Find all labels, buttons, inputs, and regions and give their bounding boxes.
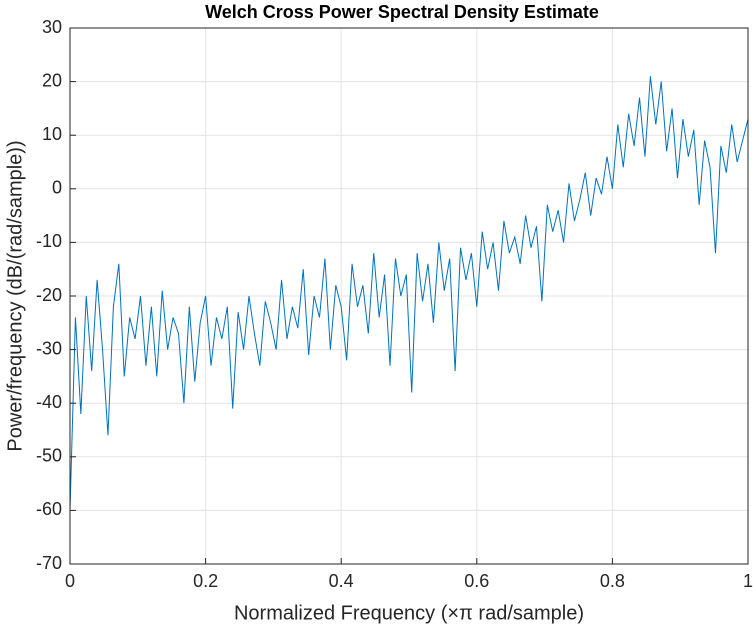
y-tick-label: -60 — [36, 499, 62, 519]
y-tick-label: -30 — [36, 338, 62, 358]
x-tick-label: 0.2 — [193, 571, 218, 591]
y-tick-label: 10 — [42, 124, 62, 144]
y-tick-label: -10 — [36, 231, 62, 251]
y-tick-label: -20 — [36, 285, 62, 305]
plot-area — [69, 76, 749, 511]
x-tick-label: 0.4 — [329, 571, 354, 591]
y-tick-label: 30 — [42, 17, 62, 37]
x-tick-label: 0.8 — [600, 571, 625, 591]
y-tick-label: 20 — [42, 70, 62, 90]
y-tick-label: 0 — [52, 178, 62, 198]
data-line — [69, 76, 749, 511]
chart-title: Welch Cross Power Spectral Density Estim… — [205, 2, 599, 22]
y-tick-label: -50 — [36, 446, 62, 466]
x-tick-label: 0.6 — [464, 571, 489, 591]
x-tick-label: 0 — [65, 571, 75, 591]
y-axis-label: Power/frequency (dB/(rad/sample)) — [4, 140, 26, 451]
y-tick-label: -70 — [36, 553, 62, 573]
y-tick-label: -40 — [36, 392, 62, 412]
x-tick-label: 1 — [743, 571, 753, 591]
x-axis-label: Normalized Frequency (×π rad/sample) — [234, 602, 584, 624]
